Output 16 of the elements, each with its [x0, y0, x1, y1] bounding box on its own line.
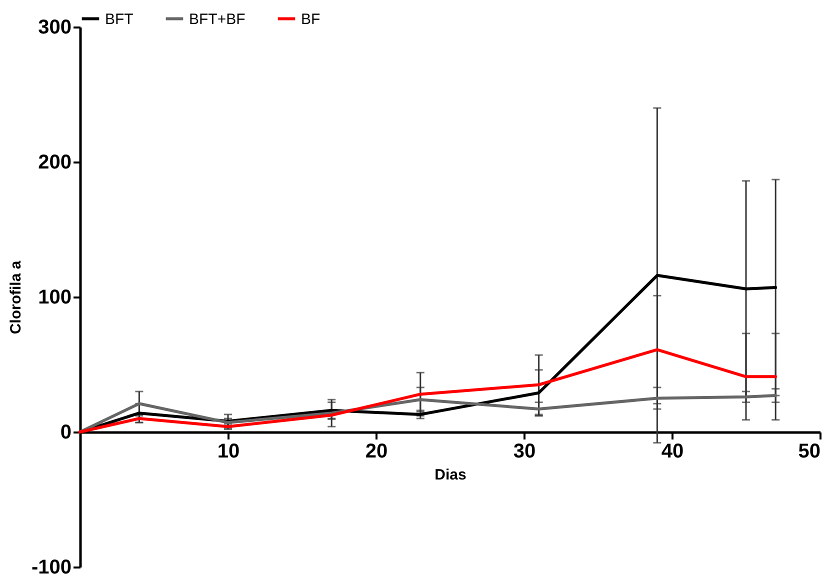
x-tick-label: 10: [217, 440, 240, 462]
x-axis-title: Dias: [434, 466, 466, 484]
x-tick-label: 40: [661, 440, 684, 462]
line-series: [78, 348, 778, 434]
y-axis-title: Clorofila a: [7, 260, 24, 334]
y-tick-label: 100: [38, 286, 72, 308]
y-tick-label: 300: [38, 16, 72, 38]
y-tick-label: 0: [60, 422, 72, 444]
y-tick-label: 200: [38, 152, 72, 174]
x-tick-label: 50: [798, 440, 820, 462]
legend-label: BFT+BF: [189, 10, 246, 28]
legend-label: BFT: [105, 10, 134, 28]
legend-label: BF: [301, 10, 320, 28]
x-tick-label: 30: [513, 440, 536, 462]
y-tick-label: -100: [31, 556, 72, 578]
x-tick-label: 20: [365, 440, 388, 462]
